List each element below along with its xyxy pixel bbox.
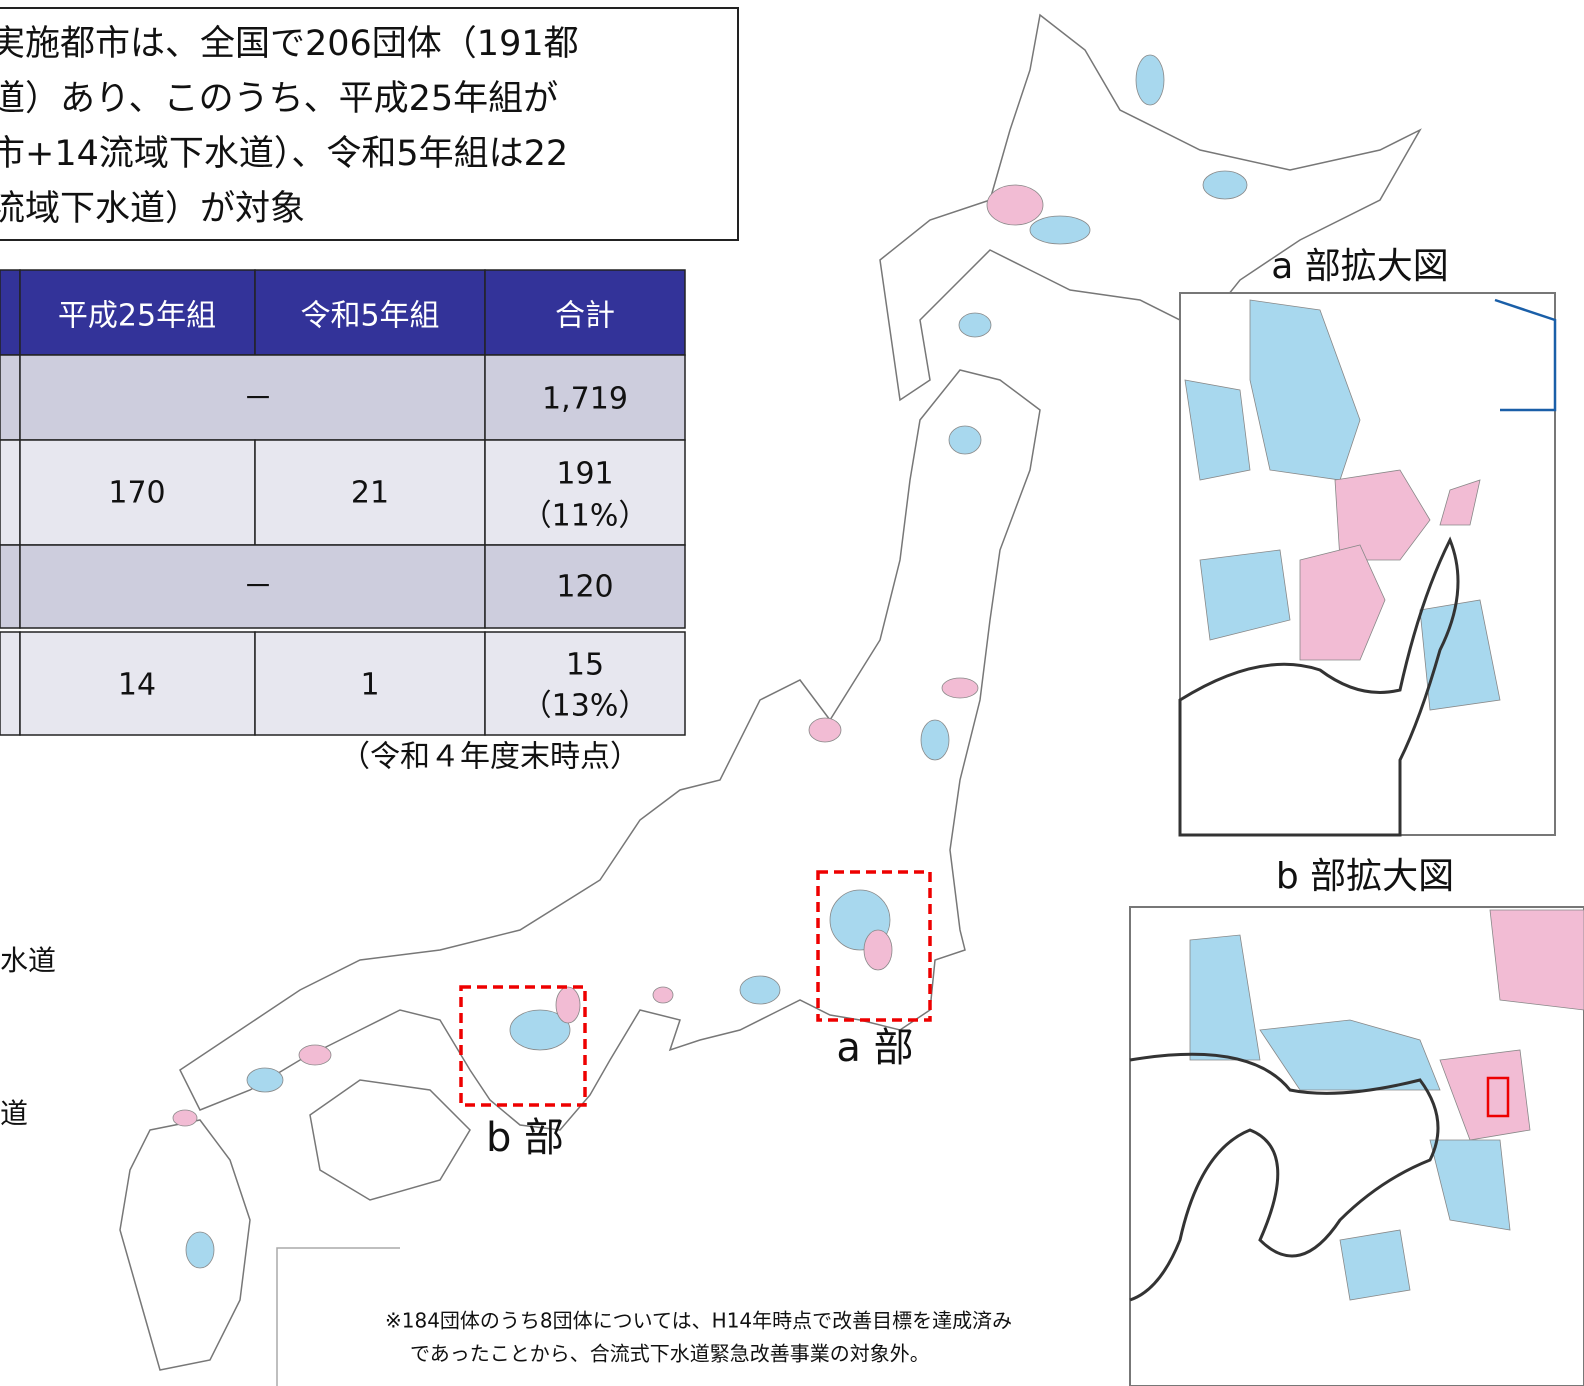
cell-text: 21 (351, 476, 389, 511)
region (1136, 55, 1164, 105)
shikoku (310, 1080, 470, 1200)
cell-text: 191 (556, 457, 613, 492)
table: 平成25年組 令和5年組 合計 － 1,719 170 21 191 （11%）… (0, 270, 685, 735)
region (299, 1045, 331, 1065)
map-label: a 部 (836, 1025, 913, 1071)
region (921, 720, 949, 760)
header-text: 平成25年組 (58, 299, 216, 334)
cell (0, 440, 20, 545)
region (949, 426, 981, 454)
cell (0, 632, 20, 735)
region (653, 987, 673, 1003)
inset-title: b 部拡大図 (1276, 856, 1454, 897)
cell-text: 1 (360, 668, 379, 703)
footnote: ※184団体のうち8団体については、H14年時点で改善目標を達成済み (385, 1309, 1012, 1333)
region (556, 987, 580, 1023)
cell-text: 15 (566, 648, 604, 683)
inset-a (1180, 293, 1555, 835)
table-caption: （令和４年度末時点） (340, 740, 640, 775)
header-text: 合計 (555, 299, 615, 334)
cell (0, 355, 20, 440)
inset-b (1130, 907, 1584, 1386)
region (1030, 216, 1090, 244)
inset-title: a 部拡大図 (1271, 246, 1449, 287)
map-label: b 部 (486, 1115, 564, 1161)
callout-line: 流域下水道）が対象 (0, 189, 305, 229)
callout-line: 市+14流域下水道）、令和5年組は22 (0, 134, 568, 174)
region (173, 1110, 197, 1126)
region (1203, 171, 1247, 199)
kyushu (120, 1120, 250, 1370)
region (987, 185, 1043, 225)
region (864, 930, 892, 970)
cell-text: － (243, 382, 273, 417)
region (740, 976, 780, 1004)
cell-text: 170 (108, 476, 165, 511)
header-cell (0, 270, 20, 355)
region (809, 718, 841, 742)
region (247, 1068, 283, 1092)
cell-text: 1,719 (542, 382, 628, 417)
region (1340, 1230, 1410, 1300)
callout-line: 道）あり、このうち、平成25年組が (0, 79, 558, 119)
region (959, 313, 991, 337)
slide: 実施都市は、全国で206団体（191都 道）あり、このうち、平成25年組が 市+… (0, 0, 1584, 1386)
cell (0, 545, 20, 628)
region (942, 678, 978, 698)
cell-text: （11%） (522, 499, 649, 534)
header-text: 令和5年組 (300, 299, 439, 334)
footnote: であったことから、合流式下水道緊急改善事業の対象外。 (410, 1342, 930, 1366)
okinawa-frame (277, 1248, 400, 1386)
cell-text: 14 (118, 668, 156, 703)
legend-item: 道 (0, 1097, 28, 1130)
cell-text: 120 (556, 570, 613, 605)
legend-item: 水道 (0, 944, 56, 977)
cell-text: － (243, 570, 273, 605)
callout-line: 実施都市は、全国で206団体（191都 (0, 24, 579, 64)
region (186, 1232, 214, 1268)
cell-text: （13%） (522, 689, 649, 724)
region (1490, 910, 1584, 1010)
